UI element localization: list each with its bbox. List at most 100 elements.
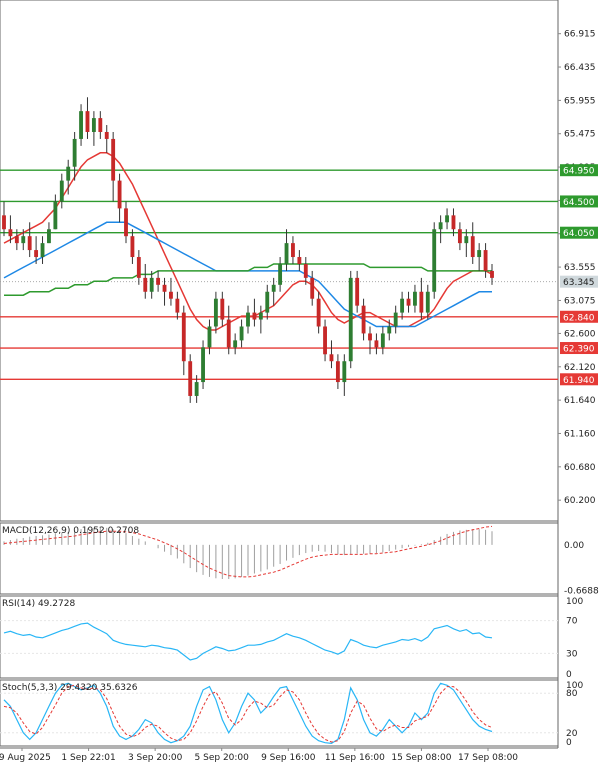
support-level-tag [560,373,598,386]
candle-body [419,291,424,313]
rsi-tick-label: 30 [566,649,578,659]
candle-body [143,277,148,292]
candle-body [406,298,411,306]
rsi-label: RSI(14) 49.2728 [2,599,75,609]
candle-body [387,326,392,334]
candle-body [233,340,238,348]
candle-body [117,180,122,209]
candle-body [181,312,186,362]
resistance-level-label: 64.950 [563,167,595,177]
candle-body [490,270,494,278]
candle-body [130,236,135,258]
candle-body [66,166,71,181]
current-price-label: 63.345 [563,278,595,288]
price-tick-label: 61.640 [564,396,596,406]
candle-body [59,180,64,202]
x-tick-label: 15 Sep 08:00 [391,753,451,763]
candle-body [14,236,19,244]
candle-body [335,361,340,383]
candle-body [483,250,488,271]
candle-body [291,243,295,258]
candle-body [85,111,90,132]
candle-body [380,333,385,348]
resistance-level-tag [560,164,598,177]
candle-body [271,284,276,292]
support-level-label: 61.940 [563,376,595,386]
candle-body [355,277,360,306]
resistance-level-label: 64.500 [563,198,595,208]
resistance-level-tag [560,226,598,239]
candle-body [201,347,205,383]
candle-body [34,250,39,258]
candle-body [323,326,327,355]
candle-body [91,118,96,132]
stoch-tick-label: 0 [566,738,572,748]
ma_fast-line [3,152,493,331]
rsi-line [3,622,493,661]
candle-body [278,263,283,285]
rsi-tick-label: 0 [566,670,572,680]
resistance-level-tag [560,195,598,208]
candle-body [432,229,437,292]
macd-tick-label: -0.6688 [564,587,599,597]
stoch-label: Stoch(5,3,3) 29.4320 35.6326 [2,683,138,693]
candle-body [2,215,6,230]
candle-body [457,229,462,244]
candle-body [162,284,167,292]
candle-body [342,361,347,383]
candle-body [348,277,353,362]
price-tick-label: 62.120 [564,363,596,373]
stoch-tick-label: 80 [566,689,578,699]
candle-body [239,326,244,341]
candle-body [470,236,475,258]
candle-body [477,250,482,258]
macd-tick-label: 0.00 [564,541,584,551]
support-level-label: 62.840 [563,313,595,323]
candle-body [445,215,449,223]
support-level-label: 62.390 [563,345,595,355]
candle-body [316,298,321,327]
candle-body [374,340,379,348]
candle-body [169,291,173,299]
stoch-tick-label: 20 [566,729,578,739]
candle-body [451,215,456,230]
support-level-tag [560,310,598,323]
candle-body [21,236,26,244]
candle-body [188,361,193,396]
candle-body [464,236,469,244]
support-level-tag [560,342,598,355]
candle-body [111,138,116,181]
price-tick-label: 66.435 [564,63,596,73]
candle-body [258,312,263,320]
candle-body [310,277,315,299]
price-tick-label: 66.915 [564,30,596,40]
candle-body [252,312,257,320]
candle-body [79,111,83,139]
candle-body [175,298,180,313]
candle-body [53,201,58,230]
candle-body [226,319,231,348]
candle-body [220,298,225,320]
candle-body [136,257,141,278]
x-tick-label: 29 Aug 2025 [0,753,51,763]
x-tick-label: 9 Sep 16:00 [261,753,316,763]
price-tick-label: 62.600 [564,329,596,339]
macd-label: MACD(12,26,9) 0.1952 0.2708 [2,526,139,536]
candle-body [149,277,154,292]
candle-body [27,236,32,251]
price-tick-label: 60.680 [564,463,596,473]
candle-body [72,138,77,167]
resistance-level-label: 64.050 [563,229,595,239]
candle-body [400,298,405,313]
price-tick-label: 61.160 [564,429,596,439]
price-tick-label: 65.475 [564,130,596,140]
x-tick-label: 5 Sep 20:00 [195,753,250,763]
candle-body [303,263,308,278]
panel-frame-price [0,0,559,522]
candle-body [8,229,13,237]
candle-body [194,382,199,396]
candle-body [47,229,51,244]
candle-body [104,131,109,139]
price-tick-label: 63.555 [564,263,596,273]
